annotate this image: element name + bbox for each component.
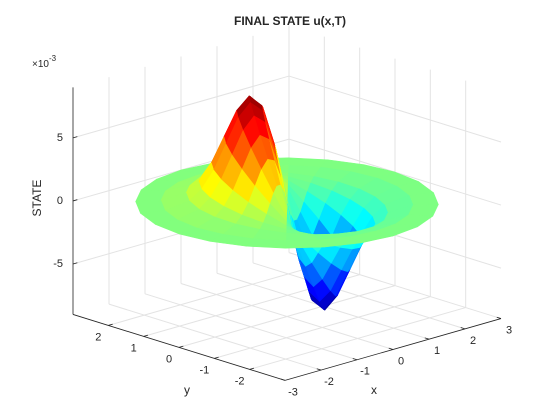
y-tick-mark (178, 345, 184, 348)
z-axis-label: STATE (30, 180, 44, 217)
y-tick-mark (143, 334, 149, 337)
y-tick-label: 2 (95, 331, 101, 343)
grid-line (214, 296, 431, 359)
x-tick-label: 2 (470, 335, 476, 347)
surface-patch (408, 204, 439, 217)
x-tick-label: -2 (324, 376, 334, 388)
y-tick-label: -1 (199, 364, 209, 376)
z-multiplier: ×10-3 (32, 54, 57, 70)
y-tick-mark (108, 323, 113, 326)
z-tick-mark (72, 199, 78, 202)
chart-title: FINAL STATE u(x,T) (234, 14, 346, 28)
z-tick-label: -5 (53, 258, 63, 270)
grid-line (72, 75, 290, 139)
x-tick-label: 1 (434, 345, 440, 357)
grid-line (249, 307, 466, 370)
z-tick-mark (72, 262, 78, 265)
surface-patch (285, 239, 326, 249)
surface-patch (246, 238, 287, 249)
x-tick-label: 3 (506, 324, 512, 336)
x-tick-mark (460, 327, 466, 330)
y-tick-label: 0 (166, 353, 172, 365)
x-tick-mark (424, 337, 430, 340)
grid-line (108, 263, 325, 326)
x-tick-mark (352, 358, 358, 361)
y-tick-label: 1 (131, 342, 137, 354)
x-tick-mark (496, 316, 502, 319)
grid-line (288, 75, 502, 143)
x-tick-label: -1 (360, 366, 370, 378)
y-axis-label: y (184, 383, 190, 397)
z-tick-mark (72, 136, 78, 139)
grid-line (178, 285, 396, 348)
y-tick-mark (214, 356, 219, 359)
x-axis-label: x (371, 383, 377, 397)
y-tick-mark (249, 367, 255, 370)
z-tick-label: 5 (57, 132, 63, 144)
z-multiplier-exponent: -3 (49, 54, 57, 63)
x-tick-mark (280, 378, 286, 381)
x-tick-mark (316, 368, 322, 371)
z-multiplier-base: ×10 (32, 59, 49, 70)
x-tick-label: -3 (288, 386, 298, 398)
y-tick-label: -2 (235, 375, 245, 387)
z-tick-label: 0 (57, 195, 63, 207)
x-tick-label: 0 (398, 355, 404, 367)
x-tick-mark (388, 347, 394, 350)
